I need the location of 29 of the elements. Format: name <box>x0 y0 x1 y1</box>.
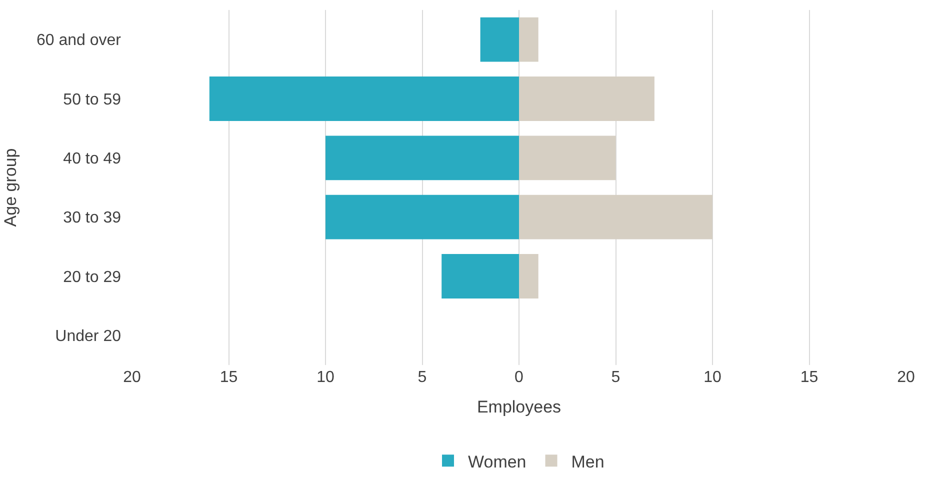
y-tick-label: 40 to 49 <box>63 150 122 168</box>
x-tick-label: 5 <box>418 369 427 386</box>
y-tick-label: Under 20 <box>55 328 122 346</box>
y-tick-label: 30 to 39 <box>63 210 122 227</box>
x-tick-label: 20 <box>123 369 141 386</box>
bar <box>519 254 538 298</box>
y-tick-label: 60 and over <box>36 32 122 50</box>
x-tick-label: 10 <box>704 369 722 386</box>
bar <box>519 76 654 121</box>
bar <box>442 254 519 298</box>
bar <box>209 76 519 121</box>
bar <box>480 17 519 62</box>
x-tick-label: 15 <box>800 369 818 386</box>
bar <box>519 17 538 62</box>
x-axis-title: Employees <box>476 397 562 416</box>
x-tick-label: 15 <box>220 369 238 386</box>
y-tick-label: 50 to 59 <box>63 91 122 108</box>
x-tick-label: 0 <box>514 369 524 386</box>
x-tick-label: 20 <box>897 369 915 386</box>
bar <box>326 136 519 180</box>
y-axis-title: Age group <box>1 148 20 227</box>
y-tick-label: 20 to 29 <box>63 268 122 286</box>
legend-label: Men <box>571 452 604 472</box>
bar <box>519 194 712 240</box>
legend-label: Women <box>468 452 526 472</box>
bar <box>519 136 616 180</box>
x-tick-label: 5 <box>611 369 620 386</box>
x-tick-label: 10 <box>316 369 334 386</box>
bar <box>326 194 519 240</box>
